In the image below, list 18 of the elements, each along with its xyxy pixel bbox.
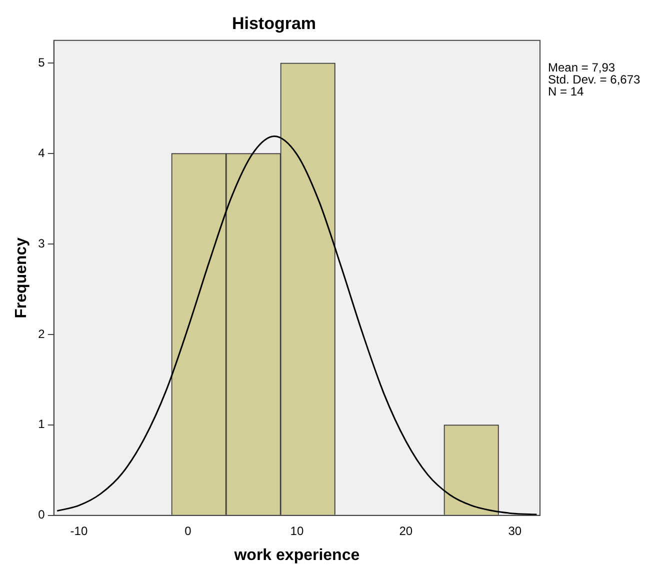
- y-tick-label: 3: [38, 236, 46, 250]
- x-axis-title: work experience: [233, 546, 360, 564]
- y-tick-label: 2: [38, 326, 46, 341]
- text: Mean = 7,93: [548, 60, 616, 75]
- chart-title: Histogram: [232, 14, 316, 33]
- y-axis-title: Frequency: [13, 237, 30, 318]
- y-tick-label: 5: [38, 55, 46, 70]
- text: Std. Dev. = 6,673: [548, 72, 640, 87]
- x-tick-label: 20: [399, 524, 413, 538]
- y-tick-label: 0: [38, 508, 46, 522]
- y-tick-label: 1: [38, 417, 46, 432]
- text: N = 14: [548, 84, 584, 99]
- line-series: [56, 136, 538, 516]
- x-tick-label: 30: [508, 524, 522, 538]
- y-tick-label: 4: [38, 146, 46, 160]
- x-tick-label: -10: [70, 524, 88, 538]
- x-tick-label: 10: [290, 524, 304, 538]
- x-tick-label: 0: [184, 524, 192, 538]
